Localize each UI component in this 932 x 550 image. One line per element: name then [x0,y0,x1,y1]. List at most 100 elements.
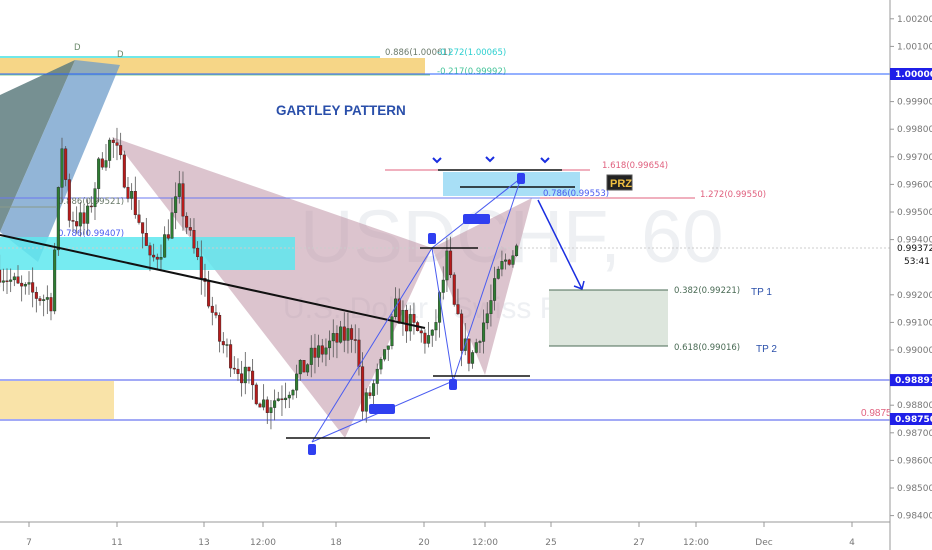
candle-body [86,205,90,224]
candle-body [38,298,42,301]
pattern-point-markers[interactable] [308,173,525,455]
candle-body [144,233,148,246]
candle-body [317,345,321,358]
candle-body [500,261,504,270]
candle-body [45,297,49,300]
candle-body [225,344,229,346]
tp1-level-label: 0.382(0.99221) [674,286,740,296]
candle-body [280,398,284,401]
candle-body [27,282,31,285]
price-tick-label: 0.99400 [897,236,932,246]
price-tick-label: 1.00100 [897,42,932,52]
candle-body [375,368,379,384]
price-level-badge [890,68,932,80]
d-label-2: D [117,50,124,60]
candle-body [335,333,339,343]
candle-body [357,339,361,367]
candle-body [170,212,174,239]
chevron-down-icon [432,156,550,164]
candle-body [130,191,134,199]
trendline [0,234,426,329]
target-arrow [537,199,585,290]
candle-body [441,279,445,293]
candle-body [291,389,295,396]
price-tick-label: 0.99700 [897,153,932,163]
candle-body [361,366,365,412]
candle-body [82,212,86,224]
price-tick-label: 0.99800 [897,125,932,135]
candle-body [474,342,478,353]
left-fib-786-label: 0.786(0.99407) [58,229,124,239]
candle-body [493,278,497,301]
price-tick-label: 0.99500 [897,208,932,218]
candle-body [119,145,123,156]
price-tick-label: 0.99100 [897,318,932,328]
candle-body [247,366,251,372]
candle-body [56,187,60,251]
candle-body [298,360,302,375]
candle-body [328,340,332,349]
candle-body [339,326,343,343]
candle-body [452,274,456,305]
candle-body [273,400,277,408]
candle-body [218,314,222,342]
candle-body [67,179,71,221]
countdown-label: 53:41 [904,257,930,267]
candle-body [412,314,416,323]
price-tick-label: 0.98400 [897,512,932,522]
candle-body [214,312,218,316]
prz-badge [606,174,633,191]
gartley-xab-triangle [112,137,432,438]
price-axis[interactable] [890,0,932,550]
candle-body [16,276,20,284]
top-fib-label-2: -0.272(1.00065) [437,48,506,58]
price-tick-label: 0.99600 [897,180,932,190]
candle-body [0,269,2,283]
candle-body [60,148,64,188]
d-label-1: D [74,43,81,53]
candle-body [265,399,269,413]
candle-body [515,245,519,257]
candle-body [115,142,119,146]
time-tick-label: 18 [330,538,342,548]
time-tick-label: 20 [418,538,430,548]
candle-body [34,292,38,299]
candle-body [306,364,310,373]
tp1-label: TP 1 [751,287,772,298]
price-tick-label: 0.98800 [897,401,932,411]
candle-body [229,344,233,369]
candle-body [166,234,170,239]
time-tick-label: 11 [111,538,122,548]
candle-body [185,215,189,228]
candle-body [313,347,317,358]
candle-body [93,188,97,208]
candle-body [485,313,489,324]
candle-body [108,139,112,161]
candle-body [236,368,240,374]
candle-body [419,330,423,334]
price-level-badge [890,374,932,387]
candle-body [471,352,475,364]
candle-body [12,276,16,281]
candle-body [372,383,376,396]
candle-body [78,212,82,227]
candle-body [192,230,196,249]
candle-body [23,284,27,287]
candle-body [20,282,24,287]
top-fib-label-1: 0.886(1.00061) [385,48,451,58]
top-fib-label-3: -0.217(0.99992) [437,67,506,77]
time-axis-ticks: 7 11 13 12:00 18 20 12:00 25 27 12:00 Dec 4 [26,522,855,548]
candle-body [394,298,398,317]
price-level-badge-label: 1.00000 [895,70,932,80]
candle-body [302,360,306,373]
price-tick-label: 0.98700 [897,429,932,439]
candle-body [133,191,137,216]
fib-1272-label: 1.272(0.99550) [700,190,766,200]
take-profit-zone [549,290,668,346]
candle-body [401,309,405,324]
candle-body [405,309,409,332]
candle-body [137,214,141,223]
candle-body [152,254,156,258]
candle-body [64,148,68,180]
